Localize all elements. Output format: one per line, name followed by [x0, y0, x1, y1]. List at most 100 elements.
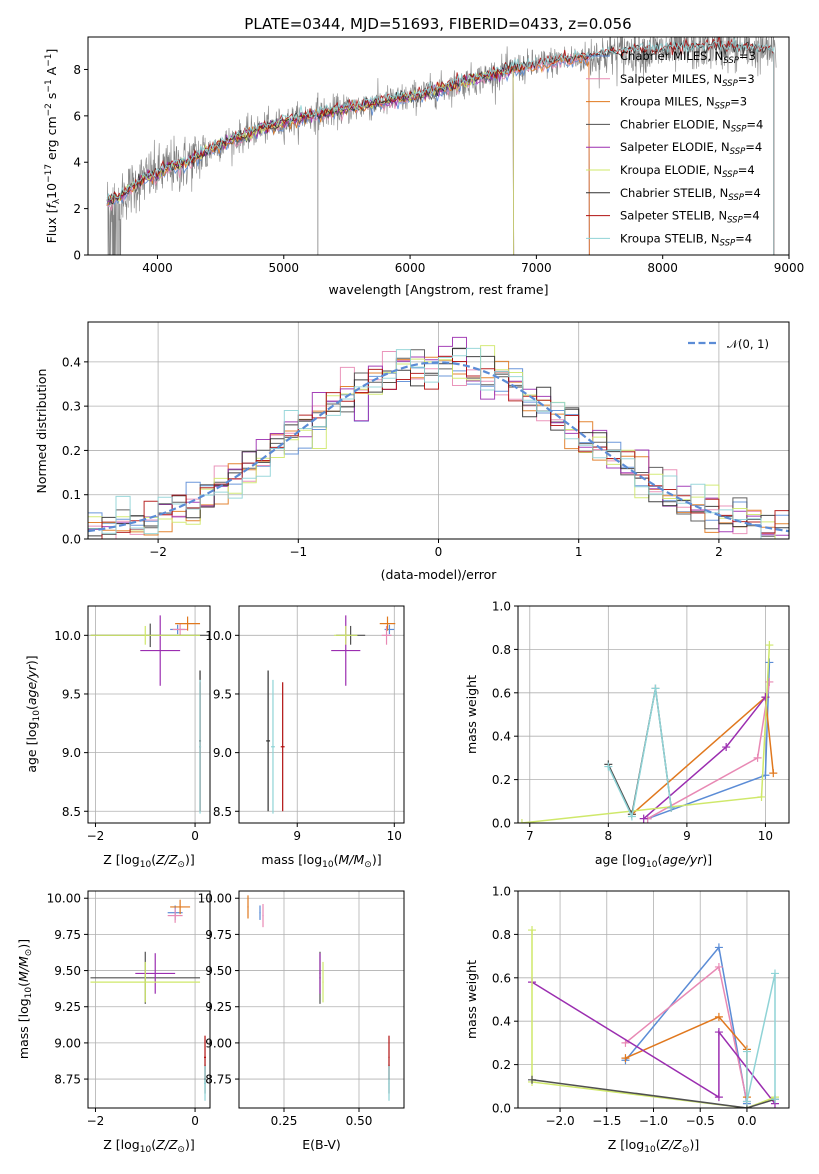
- y-axis-label: Normed distribution: [34, 369, 49, 494]
- x-axis-label: age [log10(age/yr)]: [595, 852, 712, 870]
- legend-entry: Kroupa MILES, NSSP=3: [620, 95, 747, 112]
- axes-frame: [87, 605, 211, 824]
- weight-series: [624, 945, 748, 1104]
- x-axis-label: Z [log10(Z/Z⊙)]: [103, 1137, 194, 1155]
- y-tick-label: 0.8: [492, 928, 511, 942]
- x-tick-label: −1.0: [639, 1114, 668, 1128]
- x-tick-label: 8: [605, 829, 613, 843]
- y-tick-label: 8.5: [62, 805, 81, 819]
- y-tick-label: 0.2: [492, 773, 511, 787]
- axes-frame: [87, 890, 211, 1109]
- x-axis-label: mass [log10(M/M⊙)]: [261, 852, 381, 870]
- axes-frame: [238, 890, 405, 1109]
- weight-vs-metallicity-panel: −2.0 −1.5 −1.0 −0.5 0.0 0.0 0.2 0.4 0.6 0.8 1.0 Z […: [464, 885, 790, 1155]
- x-tick-label: 0.0: [737, 1114, 756, 1128]
- x-tick-label: 9000: [774, 261, 805, 275]
- x-tick-label: −2: [149, 545, 167, 559]
- x-tick-label: −2: [87, 1114, 105, 1128]
- legend-entry: Salpeter STELIB, NSSP=4: [620, 209, 760, 226]
- weight-marker: [761, 693, 770, 702]
- y-tick-label: 9.50: [205, 964, 232, 978]
- x-axis-label: Z [log10(Z/Z⊙)]: [608, 1137, 699, 1155]
- weight-marker: [714, 1093, 723, 1102]
- weight-marker: [714, 1028, 723, 1037]
- x-tick-label: 4000: [142, 261, 173, 275]
- y-tick-label: 0.6: [492, 686, 511, 700]
- y-tick-label: 9.00: [205, 1036, 232, 1050]
- y-tick-label: 9.75: [205, 928, 232, 942]
- y-tick-label: 0.2: [492, 1058, 511, 1072]
- x-tick-label: −0.5: [686, 1114, 715, 1128]
- weight-marker: [714, 1012, 723, 1021]
- weight-marker: [639, 814, 648, 823]
- weight-series: [521, 645, 771, 823]
- x-tick-label: 0.50: [346, 1114, 373, 1128]
- y-tick-label: 0.3: [62, 400, 81, 414]
- plot-area: [247, 895, 390, 1101]
- y-tick-label: 9.25: [205, 1000, 232, 1014]
- weight-series: [643, 696, 766, 820]
- spectrum-panel: 4000 5000 6000 7000 8000 9000 0 2 4 6 8 wavelength …: [44, 36, 805, 297]
- y-tick-label: 8.75: [205, 1073, 232, 1087]
- weight-series: [746, 973, 776, 1102]
- weight-marker: [714, 962, 723, 971]
- legend-entry: Salpeter ELODIE, NSSP=4: [620, 140, 762, 157]
- axes-frame: [87, 36, 790, 256]
- weight-marker: [769, 769, 778, 778]
- weight-marker: [770, 1095, 779, 1104]
- y-tick-label: 8.5: [213, 805, 232, 819]
- x-tick-label: 0: [191, 829, 199, 843]
- weight-marker: [627, 812, 636, 821]
- y-tick-label: 1.0: [492, 885, 511, 899]
- plot-area: [518, 641, 778, 823]
- y-tick-label: 0.1: [62, 488, 81, 502]
- x-tick-label: 0: [191, 1114, 199, 1128]
- weight-marker: [621, 1054, 630, 1063]
- weight-vs-age-panel: 7 8 9 10 0.0 0.2 0.4 0.6 0.8 1.0 age [log10(age/yr…: [464, 600, 790, 870]
- x-tick-label: 0.25: [271, 1114, 298, 1128]
- y-tick-label: 9.5: [62, 687, 81, 701]
- y-tick-label: 9.00: [54, 1036, 81, 1050]
- weight-marker: [765, 677, 774, 686]
- x-tick-label: 0: [435, 545, 443, 559]
- y-tick-label: 0.8: [492, 643, 511, 657]
- y-tick-label: 0: [73, 249, 81, 263]
- weight-series: [531, 1079, 776, 1108]
- y-tick-label: 8: [73, 63, 81, 77]
- y-tick-label: 0.6: [492, 971, 511, 985]
- x-tick-label: 10: [758, 829, 773, 843]
- plot-area: [106, 37, 777, 255]
- weight-marker: [528, 926, 537, 935]
- y-tick-label: 9.0: [213, 746, 232, 760]
- weight-marker: [765, 641, 774, 650]
- model-spectrum-8: [106, 37, 775, 255]
- legend-entry: Chabrier ELODIE, NSSP=4: [620, 117, 763, 134]
- weight-marker: [742, 1047, 751, 1056]
- y-axis-label: mass [log10(M/M⊙)]: [16, 939, 34, 1059]
- plot-area: [88, 336, 789, 539]
- mass-vs-extinction-panel: 0.25 0.50 8.75 9.00 9.25 9.50 9.75 10.00 E(B-V): [198, 890, 405, 1152]
- y-tick-label: 4: [73, 156, 81, 170]
- plot-area: [266, 615, 396, 814]
- y-tick-label: 9.25: [54, 1000, 81, 1014]
- x-tick-label: 10: [387, 829, 402, 843]
- y-axis-label: age [log10(age/yr)]: [24, 655, 42, 772]
- y-tick-label: 0.0: [492, 1102, 511, 1116]
- residuals-panel: −2 −1 0 1 2 0.0 0.1 0.2 0.3 0.4 𝒩(0, 1) (data-model…: [34, 321, 790, 582]
- y-tick-label: 0.4: [492, 1015, 511, 1029]
- y-tick-label: 8.75: [54, 1073, 81, 1087]
- plot-area: [90, 899, 207, 1101]
- y-axis-label: mass weight: [464, 960, 479, 1039]
- x-tick-label: 9: [683, 829, 691, 843]
- age-vs-mass-panel: 9 10 8.5 9.0 9.5 10.0 mass [log10(M/M⊙)]: [205, 605, 405, 870]
- y-tick-label: 9.75: [54, 928, 81, 942]
- spectrum-legend: Chabrier MILES, NSSP=3 Salpeter MILES, NS…: [586, 49, 763, 248]
- normal-curve: [88, 361, 789, 533]
- weight-series: [531, 930, 776, 1108]
- x-axis-label: E(B-V): [302, 1137, 341, 1152]
- y-tick-label: 0.4: [492, 730, 511, 744]
- legend-entry: Kroupa STELIB, NSSP=4: [620, 231, 752, 248]
- weight-marker: [757, 792, 766, 801]
- y-tick-label: 1.0: [492, 600, 511, 614]
